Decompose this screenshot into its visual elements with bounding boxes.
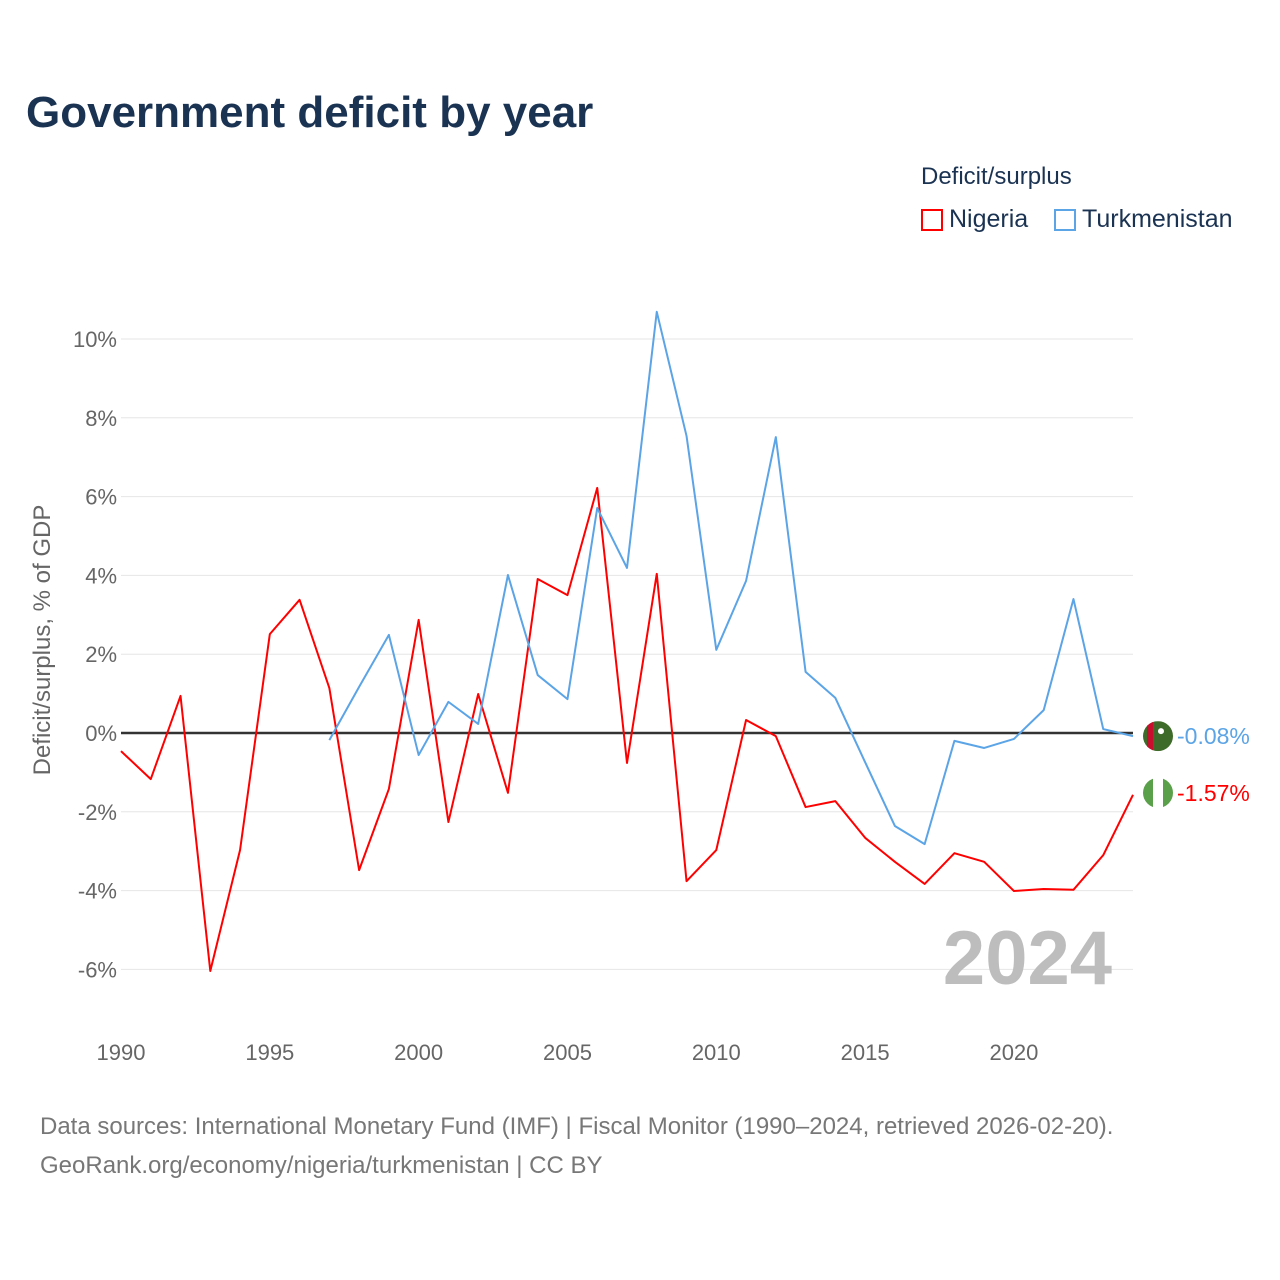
data-point [833,799,837,803]
y-tick-label: 6% [85,485,117,510]
data-point [565,593,569,597]
data-point [1042,887,1046,891]
data-point [625,566,629,570]
turkmenistan-flag-icon [1143,721,1173,752]
x-tick-label: 2020 [989,1040,1038,1065]
legend-label: Turkmenistan [1082,205,1233,233]
footer: Data sources: International Monetary Fun… [40,1107,1113,1185]
legend-swatch-turkmenistan [1054,208,1076,231]
legend-swatch-nigeria [921,208,943,231]
data-point [1101,853,1105,857]
data-point [1131,793,1135,797]
y-tick-label: -4% [78,879,117,904]
data-point [923,882,927,886]
data-point [982,860,986,864]
y-tick-label: 8% [85,406,117,431]
y-tick-label: 10% [73,327,117,352]
y-tick-label: 2% [85,642,117,667]
data-point [952,851,956,855]
data-point [685,879,689,883]
data-point [893,860,897,864]
legend-label: Nigeria [949,205,1029,233]
y-tick-label: 4% [85,563,117,588]
data-point [625,761,629,765]
series-line-nigeria [120,486,1134,972]
x-tick-label: 2015 [841,1040,890,1065]
data-point [952,739,956,743]
data-point [387,633,391,637]
data-point [893,824,897,828]
x-tick-label: 2000 [394,1040,443,1065]
data-point [476,722,480,726]
data-point [1131,734,1135,738]
data-point [1012,889,1016,893]
data-point [446,700,450,704]
data-point [744,579,748,583]
data-point [1042,708,1046,712]
series-line-turkmenistan [328,310,1134,846]
data-point [863,760,867,764]
data-point [208,969,212,973]
end-value-label: -0.08% [1177,723,1250,749]
source-note: Data sources: International Monetary Fun… [40,1113,1114,1140]
x-tick-label: 1995 [245,1040,294,1065]
y-tick-label: -2% [78,800,117,825]
data-point [804,805,808,809]
data-point [506,791,510,795]
data-point [536,577,540,581]
data-point [833,696,837,700]
data-point [982,746,986,750]
data-point [774,435,778,439]
y-tick-label: -6% [78,957,117,982]
data-point [714,648,718,652]
data-point [149,777,153,781]
chart-title: Government deficit by year [26,88,594,137]
year-watermark: 2024 [943,916,1112,1001]
x-tick-label: 2005 [543,1040,592,1065]
data-point [119,749,123,753]
data-point [357,868,361,872]
data-point [655,310,659,314]
nigeria-flag-icon [1143,777,1173,808]
data-point [744,718,748,722]
data-point [595,486,599,490]
legend-item-turkmenistan[interactable]: Turkmenistan [1054,205,1233,234]
data-point [1101,727,1105,731]
data-point [804,670,808,674]
data-point [327,686,331,690]
x-tick-label: 1990 [97,1040,146,1065]
data-point [476,692,480,696]
data-point [774,734,778,738]
data-point [446,820,450,824]
data-point [327,738,331,742]
data-point [923,842,927,846]
data-point [655,572,659,576]
data-point [238,848,242,852]
data-point [417,753,421,757]
x-tick-label: 2010 [692,1040,741,1065]
data-point [1012,737,1016,741]
data-point [179,694,183,698]
data-point [298,598,302,602]
y-tick-label: 0% [85,721,117,746]
legend-item-nigeria[interactable]: Nigeria [921,205,1028,234]
data-point [1071,888,1075,892]
data-point [595,506,599,510]
legend-title: Deficit/surplus [921,163,1072,190]
data-point [714,848,718,852]
data-point [417,618,421,622]
y-axis-label: Deficit/surplus, % of GDP [29,505,56,776]
data-point [357,685,361,689]
source-link[interactable]: GeoRank.org/economy/nigeria/turkmenistan… [40,1152,603,1179]
data-point [863,836,867,840]
data-point [536,673,540,677]
data-point [506,573,510,577]
data-point [1071,597,1075,601]
data-point [268,632,272,636]
data-point [387,787,391,791]
data-point [685,434,689,438]
end-value-label: -1.57% [1177,780,1250,806]
data-point [565,697,569,701]
